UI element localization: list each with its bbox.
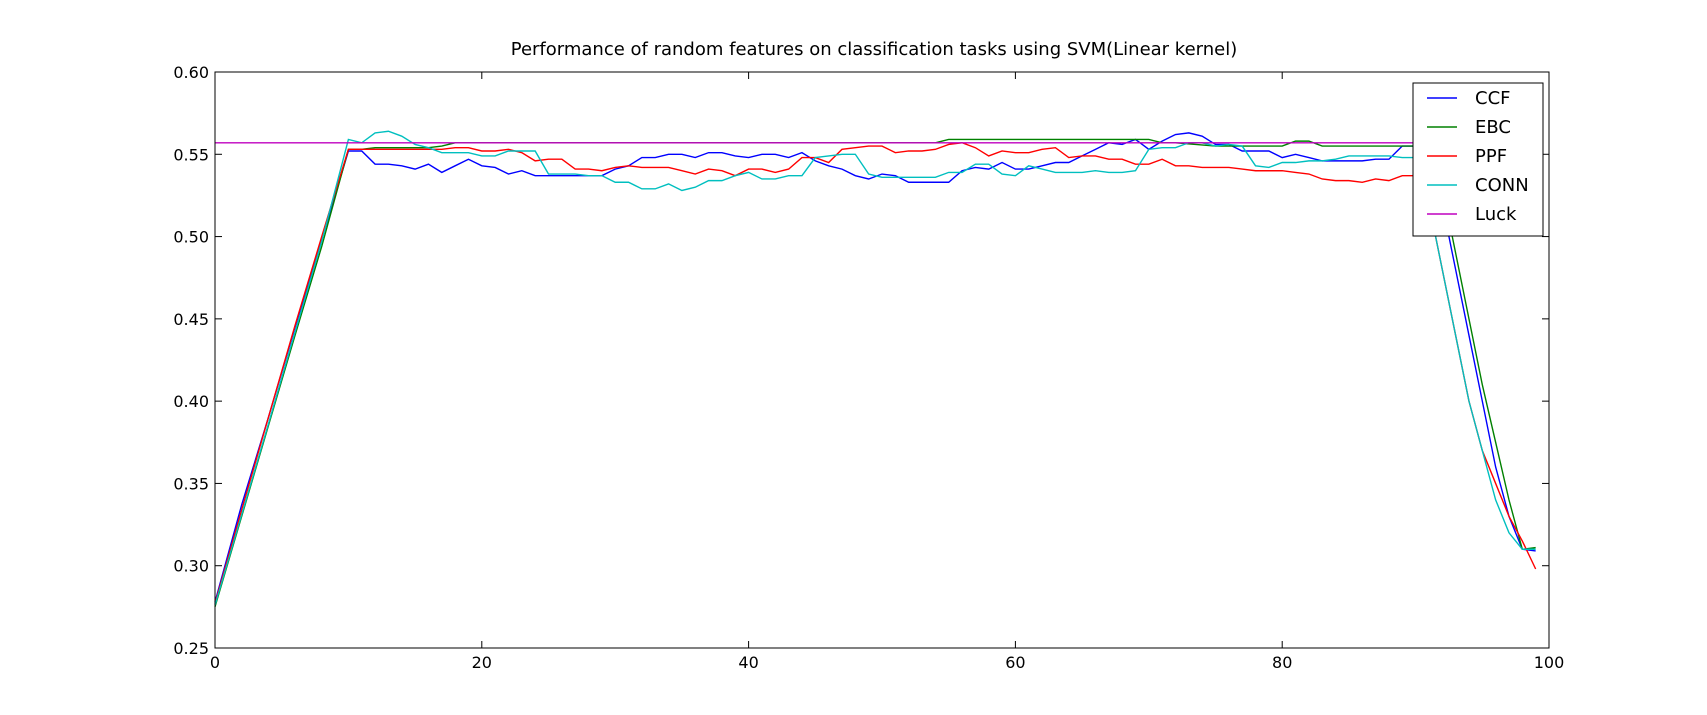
- y-tick-label: 0.45: [173, 310, 209, 329]
- y-tick-label: 0.60: [173, 63, 209, 82]
- legend-label-ppf: PPF: [1475, 146, 1507, 167]
- y-tick-label: 0.30: [173, 557, 209, 576]
- series-line-ppf: [214, 142, 1537, 604]
- plot-frame: [214, 71, 1550, 649]
- series-line-ccf: [214, 132, 1536, 603]
- y-tick-label: 0.55: [173, 145, 209, 164]
- x-tick-label: 80: [1272, 653, 1292, 672]
- x-tick-label: 0: [210, 653, 220, 672]
- y-tick-label: 0.35: [173, 474, 209, 493]
- x-tick-label: 20: [472, 653, 492, 672]
- x-tick-label: 40: [738, 653, 758, 672]
- legend-label-ebc: EBC: [1475, 117, 1511, 138]
- series-line-conn: [214, 130, 1536, 606]
- x-tick-label: 60: [1005, 653, 1025, 672]
- legend-label-conn: CONN: [1475, 175, 1529, 196]
- y-tick-label: 0.50: [173, 228, 209, 247]
- plot-lines: [214, 130, 1537, 608]
- series-line-ebc: [214, 138, 1536, 608]
- legend: CCF EBC PPF CONN Luck: [1412, 82, 1544, 237]
- legend-label-luck: Luck: [1475, 204, 1517, 225]
- y-tick-label: 0.25: [173, 639, 209, 658]
- legend-label-ccf: CCF: [1475, 88, 1511, 109]
- y-tick-label: 0.40: [173, 392, 209, 411]
- x-tick-label: 100: [1534, 653, 1565, 672]
- axis-ticks: 0 20 40 60 80 100 0.25 0.30 0.35 0.40 0.45 0.50 0.55…: [173, 63, 1564, 672]
- chart-title: Performance of random features on classi…: [511, 39, 1238, 60]
- legend-box: [1412, 82, 1544, 237]
